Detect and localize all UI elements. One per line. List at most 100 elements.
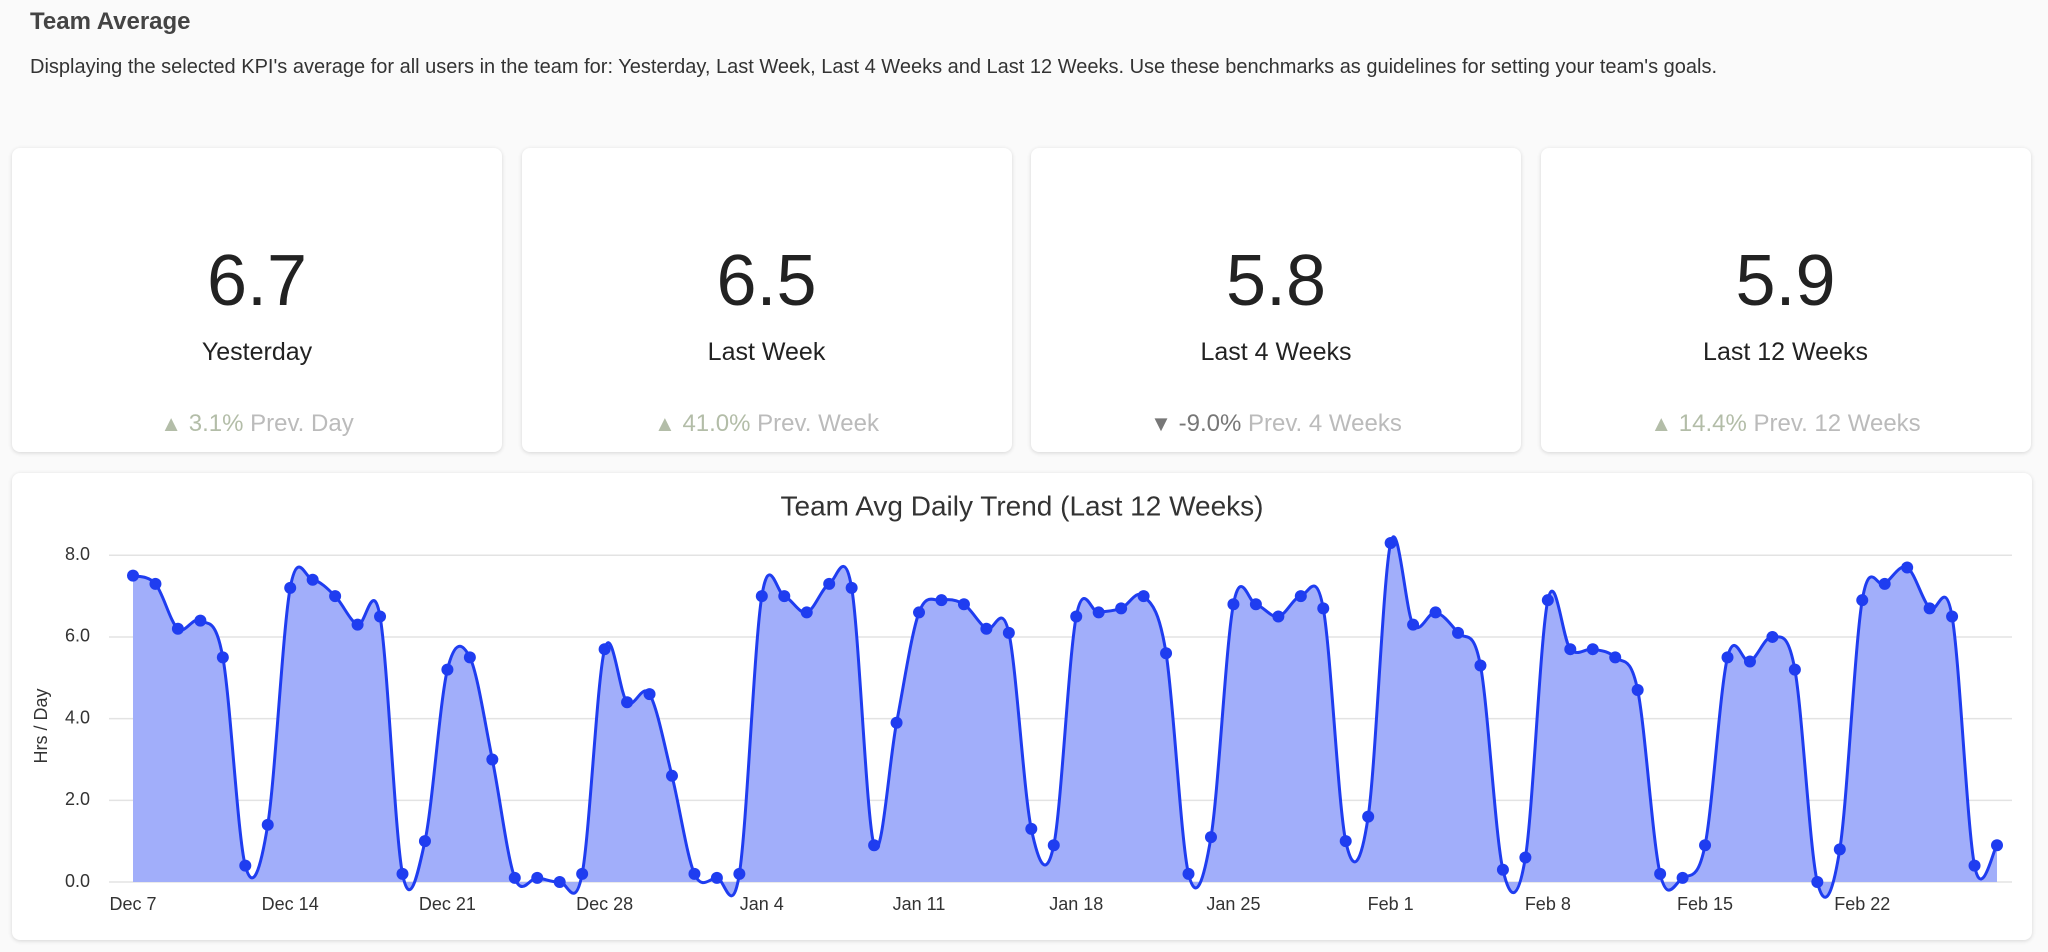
y-tick-label: 4.0: [65, 707, 90, 727]
data-point: [778, 590, 791, 603]
data-point: [1294, 590, 1307, 603]
change-compare: Prev. 4 Weeks: [1247, 410, 1402, 437]
data-point: [1204, 831, 1217, 844]
data-point: [823, 577, 836, 590]
data-point: [643, 688, 656, 701]
data-point: [800, 606, 813, 619]
kpi-change: ▼ -9.0% Prev. 4 Weeks: [1031, 410, 1521, 438]
data-point: [1968, 859, 1981, 872]
data-point: [463, 651, 476, 664]
data-point: [576, 867, 589, 880]
data-point: [284, 581, 297, 594]
data-point: [1160, 647, 1173, 660]
data-point: [1317, 602, 1330, 615]
y-axis-label: Hrs / Day: [31, 688, 51, 763]
kpi-card: 6.5 Last Week ▲ 41.0% Prev. Week: [521, 148, 1012, 452]
kpi-value: 6.5: [716, 241, 817, 321]
data-point: [1811, 876, 1824, 888]
data-point: [665, 769, 678, 782]
data-point: [1452, 626, 1465, 639]
data-point: [621, 696, 634, 709]
x-tick-label: Feb 15: [1677, 894, 1733, 914]
data-point: [957, 598, 970, 611]
x-tick-label: Jan 18: [1049, 894, 1103, 914]
kpi-value: 6.7: [206, 241, 308, 321]
kpi-change: ▲ 14.4% Prev. 12 Weeks: [1541, 410, 2031, 438]
data-point: [1272, 610, 1285, 623]
x-tick-label: Dec 7: [109, 894, 156, 914]
kpi-label: Last 4 Weeks: [1200, 338, 1352, 366]
data-point: [1609, 651, 1622, 664]
change-percent: 14.4%: [1678, 410, 1747, 437]
data-point: [1541, 594, 1554, 607]
change-percent: 3.1%: [188, 410, 244, 437]
kpi-label: Last Week: [707, 338, 826, 366]
data-point: [1788, 663, 1801, 676]
data-point: [418, 835, 431, 848]
data-point: [1654, 867, 1667, 880]
data-point: [598, 643, 611, 656]
data-point: [216, 651, 229, 664]
data-point: [1407, 618, 1420, 631]
data-point: [1249, 598, 1262, 611]
data-point: [980, 622, 993, 635]
data-point: [1923, 602, 1936, 615]
kpi-value: 5.9: [1735, 241, 1836, 321]
x-tick-label: Feb 22: [1834, 894, 1890, 914]
data-point: [149, 577, 162, 590]
data-point: [306, 573, 319, 586]
change-arrow: ▲: [653, 411, 676, 436]
data-point: [374, 610, 387, 623]
data-point: [1025, 822, 1038, 835]
change-arrow: ▲: [1650, 411, 1673, 436]
kpi-card: 6.7 Yesterday ▲ 3.1% Prev. Day: [12, 148, 502, 452]
change-compare: Prev. Day: [250, 410, 354, 437]
data-point: [194, 614, 207, 627]
data-point: [1137, 590, 1150, 603]
data-point: [1991, 839, 2003, 852]
data-point: [913, 606, 926, 619]
data-point: [1002, 626, 1015, 639]
data-point: [127, 569, 139, 582]
data-point: [1946, 610, 1959, 623]
data-point: [171, 622, 184, 635]
kpi-change: ▲ 3.1% Prev. Day: [12, 410, 502, 438]
data-point: [1092, 606, 1105, 619]
data-point: [890, 716, 903, 729]
kpi-card: 5.9 Last 12 Weeks ▲ 14.4% Prev. 12 Weeks: [1540, 148, 2031, 452]
x-tick-label: Jan 25: [1206, 894, 1260, 914]
chart: Team Avg Daily Trend (Last 12 Weeks) Hrs…: [31, 490, 2012, 914]
data-point: [1339, 835, 1352, 848]
data-point: [1070, 610, 1083, 623]
change-arrow: ▼: [1150, 411, 1172, 436]
data-point: [935, 594, 948, 607]
data-point: [1227, 598, 1240, 611]
data-point: [1901, 561, 1914, 574]
kpi-label: Last 12 Weeks: [1703, 338, 1868, 366]
kpi-label: Yesterday: [201, 338, 313, 366]
data-point: [710, 871, 723, 884]
change-percent: -9.0%: [1178, 410, 1242, 437]
x-tick-label: Jan 4: [740, 894, 784, 914]
data-point: [1878, 577, 1891, 590]
data-point: [1721, 651, 1734, 664]
chart-title: Team Avg Daily Trend (Last 12 Weeks): [781, 490, 1264, 521]
data-point: [351, 618, 364, 631]
kpi-change: ▲ 41.0% Prev. Week: [522, 410, 1012, 438]
x-tick-label: Feb 8: [1525, 894, 1571, 914]
change-arrow: ▲: [160, 411, 183, 436]
data-point: [1362, 810, 1375, 823]
data-point: [1631, 684, 1644, 697]
change-compare: Prev. 12 Weeks: [1753, 410, 1921, 437]
data-point: [1743, 655, 1756, 668]
data-point: [1766, 630, 1779, 643]
data-point: [1474, 659, 1487, 672]
data-point: [1519, 851, 1532, 864]
change-percent: 41.0%: [682, 410, 751, 437]
data-point: [868, 839, 881, 852]
x-tick-label: Dec 21: [419, 894, 476, 914]
data-point: [1047, 839, 1060, 852]
x-tick-label: Jan 11: [893, 894, 946, 914]
data-point: [1586, 643, 1599, 656]
data-point: [508, 871, 521, 884]
